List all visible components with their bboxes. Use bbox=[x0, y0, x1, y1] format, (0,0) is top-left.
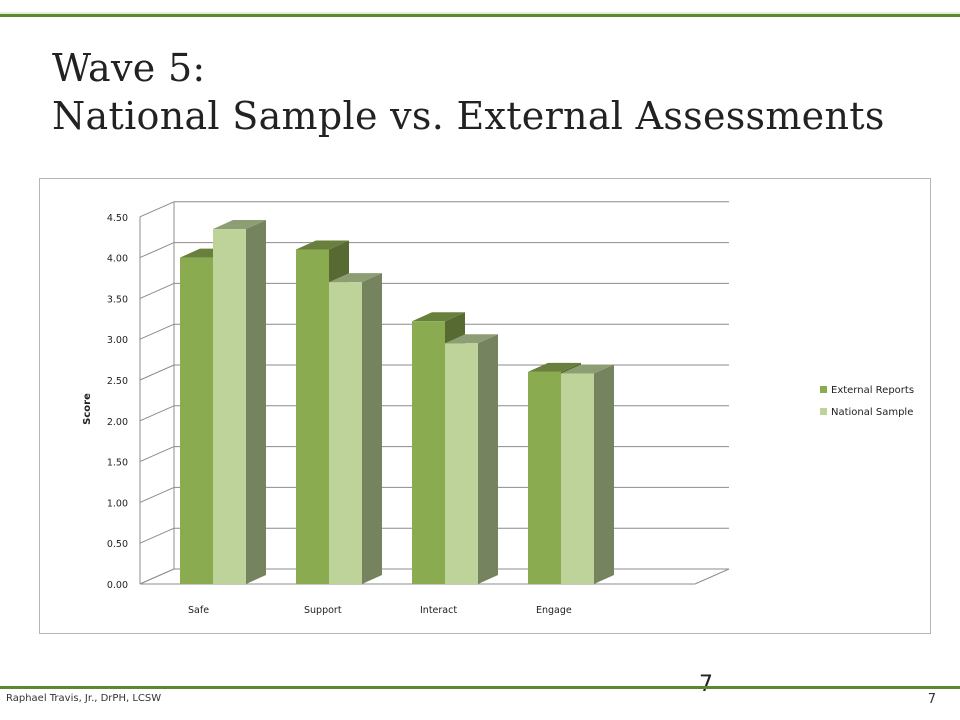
title-line-1: Wave 5: bbox=[52, 46, 206, 90]
bar-top-interact-0 bbox=[412, 312, 465, 322]
bar-engage-national-sample bbox=[561, 373, 594, 584]
y-tick-label: 3.00 bbox=[107, 335, 128, 346]
y-tick-label: 3.50 bbox=[107, 294, 128, 305]
bar-chart: 0.00 0.50 1.00 1.50 2.00 2.50 3.00 3.50 4.00 4.50… bbox=[82, 201, 914, 616]
y-axis-title: Score bbox=[82, 393, 93, 425]
gridline-diagonal bbox=[139, 201, 175, 218]
gridline-diagonal bbox=[139, 282, 175, 299]
legend-label-1: National Sample bbox=[831, 407, 913, 418]
bar-support-national-sample bbox=[329, 282, 362, 584]
chart-container: 0.00 0.50 1.00 1.50 2.00 2.50 3.00 3.50 4.00 4.50… bbox=[39, 178, 931, 634]
gridline-diagonal bbox=[139, 242, 175, 259]
legend-label-0: External Reports bbox=[831, 385, 914, 396]
footer-page-number: 7 bbox=[927, 692, 936, 707]
bar-interact-national-sample bbox=[445, 343, 478, 584]
bar-top-safe-1 bbox=[213, 220, 266, 230]
bottom-accent-bar bbox=[0, 686, 960, 689]
y-tick-label: 2.00 bbox=[107, 417, 128, 428]
slide-title: Wave 5: National Sample vs. External Ass… bbox=[52, 44, 932, 140]
legend-swatch-1 bbox=[820, 408, 827, 415]
bar-top-support-0 bbox=[296, 240, 349, 250]
bar-top-engage-1 bbox=[561, 364, 614, 374]
y-tick-label: 4.50 bbox=[107, 213, 128, 224]
gridline-diagonal bbox=[139, 364, 175, 381]
bar-interact-external-reports bbox=[412, 321, 445, 584]
bar-top-interact-1 bbox=[445, 334, 498, 344]
bar-side-engage-1 bbox=[594, 364, 614, 584]
bar-support-external-reports bbox=[296, 249, 329, 584]
y-tick-label: 1.00 bbox=[107, 498, 128, 509]
bar-top-support-1 bbox=[329, 273, 382, 283]
bar-side-interact-1 bbox=[478, 334, 498, 584]
x-tick-label-engage: Engage bbox=[536, 605, 572, 616]
bar-safe-national-sample bbox=[213, 229, 246, 584]
y-tick-label: 4.00 bbox=[107, 254, 128, 265]
x-tick-label-safe: Safe bbox=[188, 605, 209, 616]
bar-side-support-1 bbox=[362, 273, 382, 584]
bar-safe-external-reports bbox=[180, 257, 213, 584]
y-tick-label: 1.50 bbox=[107, 458, 128, 469]
top-accent-bar bbox=[0, 0, 960, 17]
y-tick-label: 2.50 bbox=[107, 376, 128, 387]
gridline-diagonal bbox=[139, 405, 175, 422]
legend-swatch-0 bbox=[820, 386, 827, 393]
gridline-diagonal bbox=[139, 323, 175, 340]
gridline-diagonal bbox=[139, 486, 175, 503]
bar-engage-external-reports bbox=[528, 371, 561, 584]
y-tick-label: 0.00 bbox=[107, 580, 128, 591]
bar-top-engage-0 bbox=[528, 362, 581, 372]
y-tick-label: 0.50 bbox=[107, 539, 128, 550]
gridline-diagonal bbox=[139, 446, 175, 463]
bar-side-safe-1 bbox=[246, 220, 266, 584]
gridline-diagonal bbox=[139, 527, 175, 544]
x-tick-label-support: Support bbox=[304, 605, 342, 616]
title-line-2: National Sample vs. External Assessments bbox=[52, 94, 885, 138]
footer-author: Raphael Travis, Jr., DrPH, LCSW bbox=[6, 693, 162, 704]
slide-number-center: 7 bbox=[699, 672, 713, 697]
x-tick-label-interact: Interact bbox=[420, 605, 457, 616]
